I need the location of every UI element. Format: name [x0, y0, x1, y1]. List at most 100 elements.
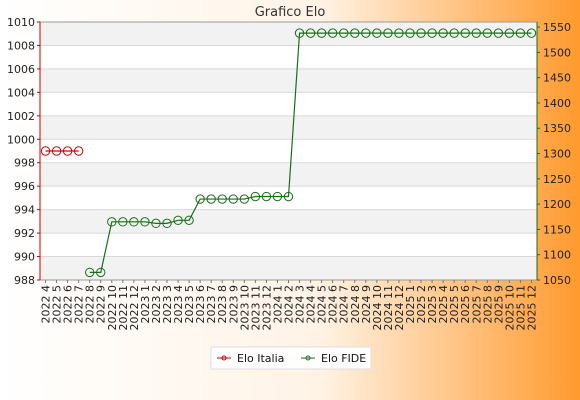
elo-fide-point — [515, 28, 526, 38]
elo-fide-point — [228, 194, 238, 204]
plot-bands — [40, 22, 537, 280]
left-tick-label: 990 — [14, 251, 35, 264]
chart-title: Grafico Elo — [255, 5, 326, 20]
elo-fide-point — [482, 28, 492, 38]
elo-fide-point — [283, 191, 294, 202]
plot-band — [40, 68, 537, 93]
x-tick-label: 2022 9 — [95, 285, 108, 324]
x-tick-label: 2022 11 — [117, 285, 130, 331]
elo-fide-point — [107, 217, 117, 227]
left-tick-label: 1002 — [7, 110, 35, 123]
x-tick-label: 2025 10 — [503, 285, 516, 331]
grid-lines — [40, 21, 537, 281]
x-tick-label: 2023 6 — [194, 285, 207, 324]
x-tick-label: 2023 2 — [150, 285, 163, 324]
elo-fide-point — [118, 217, 128, 227]
x-tick-label: 2023 11 — [249, 285, 262, 331]
x-tick-label: 2024 8 — [349, 285, 362, 324]
right-tick-label: 1550 — [543, 21, 571, 34]
elo-fide-point — [261, 191, 272, 202]
x-tick-label: 2022 4 — [40, 285, 53, 324]
elo-fide-point — [96, 267, 106, 278]
x-tick-label: 2025 6 — [459, 285, 472, 324]
left-tick-label: 1004 — [7, 86, 35, 99]
elo-fide-legend-label: Elo FIDE — [321, 352, 366, 365]
elo-fide-point — [383, 28, 393, 38]
x-tick-label: 2025 12 — [525, 285, 538, 331]
right-tick-label: 1250 — [543, 173, 571, 186]
elo-fide-point — [460, 28, 470, 38]
elo-fide-point — [184, 215, 194, 226]
left-axis: 988 990 992 994 996 998 1000 1002 1004 1006 1008 10… — [7, 16, 41, 287]
plot-band — [40, 233, 537, 257]
x-tick-label: 2022 5 — [51, 285, 64, 324]
elo-fide-point — [493, 28, 504, 38]
series-layer — [40, 28, 537, 278]
x-tick-label: 2025 1 — [404, 285, 417, 324]
x-tick-label: 2024 5 — [316, 285, 329, 324]
elo-fide-point — [206, 194, 216, 204]
left-tick-label: 994 — [14, 204, 35, 217]
x-tick-label: 2024 6 — [327, 285, 340, 324]
elo-fide-line — [89, 32, 532, 274]
x-tick-label: 2023 5 — [183, 285, 196, 324]
elo-fide-point — [526, 28, 537, 38]
plot-band — [40, 186, 537, 210]
plot-band — [40, 115, 537, 140]
x-tick-label: 2023 7 — [205, 285, 218, 324]
left-tick-label: 1006 — [7, 63, 35, 76]
x-tick-label: 2024 2 — [283, 285, 296, 324]
x-tick-label: 2025 8 — [481, 285, 494, 324]
x-tick-label: 2022 7 — [73, 285, 86, 324]
elo-fide-legend-marker — [305, 355, 311, 361]
right-tick-label: 1100 — [543, 249, 571, 262]
legend: Elo Italia Elo FIDE — [210, 346, 372, 370]
elo-fide-point — [372, 28, 382, 38]
x-tick-label: 2024 9 — [360, 285, 373, 324]
elo-italia-point — [73, 146, 84, 156]
plot-band — [40, 45, 537, 69]
elo-fide-point — [85, 267, 95, 278]
right-axis: 1050 1100 1150 1200 1250 1300 1350 1400 1450 1500… — [536, 21, 571, 287]
elo-fide-point — [504, 28, 515, 38]
elo-fide-point — [305, 28, 316, 38]
x-tick-label: 2024 10 — [371, 285, 384, 331]
plot-band — [40, 139, 537, 163]
plot-band — [40, 209, 537, 234]
elo-fide-point — [129, 217, 139, 227]
plot-band — [40, 22, 537, 46]
elo-fide-point — [272, 191, 283, 202]
x-tick-label: 2025 5 — [448, 285, 461, 324]
right-tick-label: 1450 — [543, 72, 571, 85]
right-tick-label: 1400 — [543, 97, 571, 110]
x-tick-label: 2022 6 — [62, 285, 75, 324]
x-tick-label: 2022 8 — [84, 285, 97, 324]
elo-fide-point — [327, 28, 338, 38]
legend-box — [210, 346, 372, 370]
left-tick-label: 1000 — [7, 133, 35, 146]
elo-fide-point — [239, 194, 250, 204]
elo-fide-point — [162, 218, 172, 229]
elo-fide-point — [350, 28, 360, 38]
x-tick-label: 2023 10 — [238, 285, 251, 331]
x-tick-label: 2023 9 — [227, 285, 240, 324]
right-tick-label: 1300 — [543, 148, 571, 161]
left-tick-label: 1008 — [7, 39, 35, 52]
x-tick-label: 2025 4 — [437, 285, 450, 324]
elo-fide-point — [438, 28, 448, 38]
elo-italia-legend-marker — [221, 355, 227, 361]
left-tick-label: 992 — [14, 227, 35, 240]
x-tick-label: 2025 2 — [415, 285, 428, 324]
x-tick-label: 2022 10 — [106, 285, 119, 331]
elo-italia-legend-label: Elo Italia — [237, 352, 284, 365]
x-tick-label: 2023 4 — [172, 285, 185, 324]
elo-fide-point — [250, 191, 261, 202]
x-tick-label: 2024 3 — [294, 285, 307, 324]
elo-italia-point — [40, 146, 51, 156]
left-tick-label: 988 — [14, 274, 35, 287]
elo-fide-point — [140, 217, 150, 227]
elo-fide-point — [405, 28, 415, 38]
x-tick-label: 2024 11 — [382, 285, 395, 331]
left-tick-label: 998 — [14, 157, 35, 170]
x-tick-label: 2025 7 — [470, 285, 483, 324]
